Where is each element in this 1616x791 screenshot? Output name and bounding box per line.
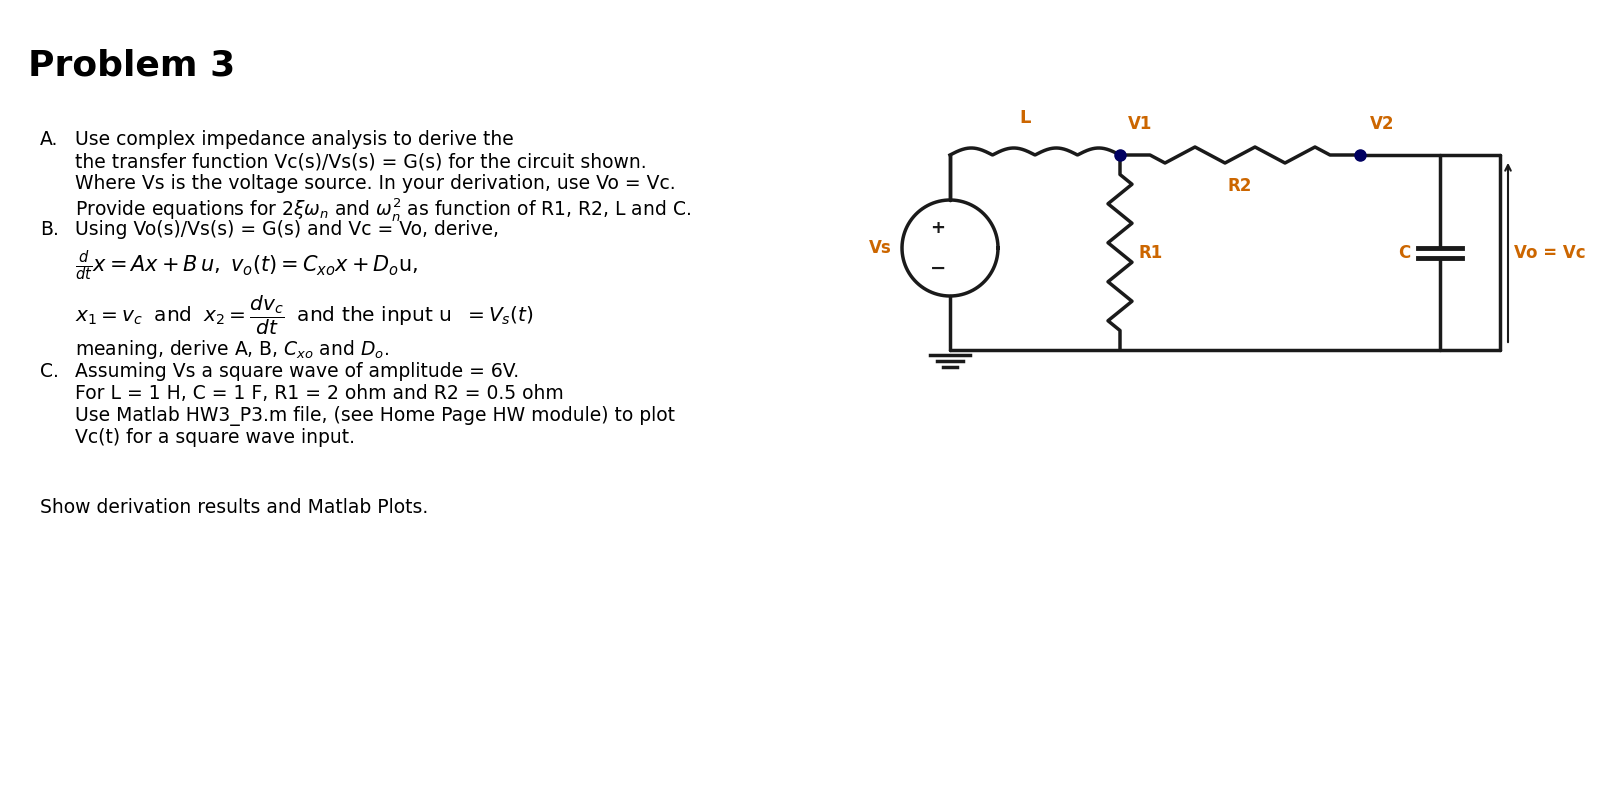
Text: C: C [1398,244,1411,262]
Text: Use Matlab HW3_P3.m file, (see Home Page HW module) to plot: Use Matlab HW3_P3.m file, (see Home Page… [74,406,675,426]
Text: meaning, derive A, B, $C_{xo}$ and $D_o$.: meaning, derive A, B, $C_{xo}$ and $D_o$… [74,338,389,361]
Text: V1: V1 [1128,115,1152,133]
Text: Provide equations for $2\xi\omega_n$ and $\omega_n^2$ as function of R1, R2, L a: Provide equations for $2\xi\omega_n$ and… [74,196,692,223]
Text: B.: B. [40,220,58,239]
Text: Assuming Vs a square wave of amplitude = 6V.: Assuming Vs a square wave of amplitude =… [74,362,519,381]
Text: Problem 3: Problem 3 [27,48,236,82]
Text: Show derivation results and Matlab Plots.: Show derivation results and Matlab Plots… [40,498,428,517]
Text: the transfer function Vc(s)/Vs(s) = G(s) for the circuit shown.: the transfer function Vc(s)/Vs(s) = G(s)… [74,152,646,171]
Text: Using Vo(s)/Vs(s) = G(s) and Vc = Vo, derive,: Using Vo(s)/Vs(s) = G(s) and Vc = Vo, de… [74,220,499,239]
Text: +: + [931,219,945,237]
Text: V2: V2 [1370,115,1395,133]
Text: −: − [929,259,947,278]
Text: Vc(t) for a square wave input.: Vc(t) for a square wave input. [74,428,356,447]
Text: $\frac{d}{dt}x= Ax + B\,u,\; v_o(t) = C_{xo}x + D_o\mathrm{u},$: $\frac{d}{dt}x= Ax + B\,u,\; v_o(t) = C_… [74,248,419,282]
Text: C.: C. [40,362,58,381]
Text: R1: R1 [1138,244,1162,262]
Text: Use complex impedance analysis to derive the: Use complex impedance analysis to derive… [74,130,514,149]
Text: Where Vs is the voltage source. In your derivation, use Vo = Vc.: Where Vs is the voltage source. In your … [74,174,675,193]
Text: R2: R2 [1228,177,1252,195]
Text: L: L [1020,109,1031,127]
Text: Vs: Vs [869,239,892,257]
Text: A.: A. [40,130,58,149]
Text: For L = 1 H, C = 1 F, R1 = 2 ohm and R2 = 0.5 ohm: For L = 1 H, C = 1 F, R1 = 2 ohm and R2 … [74,384,564,403]
Text: $x_1 = v_c\;$ and $\;x_2 = \dfrac{dv_c}{dt}\;$ and the input u $\;= V_s(t)$: $x_1 = v_c\;$ and $\;x_2 = \dfrac{dv_c}{… [74,293,533,337]
Text: Vo = Vc: Vo = Vc [1514,244,1585,262]
